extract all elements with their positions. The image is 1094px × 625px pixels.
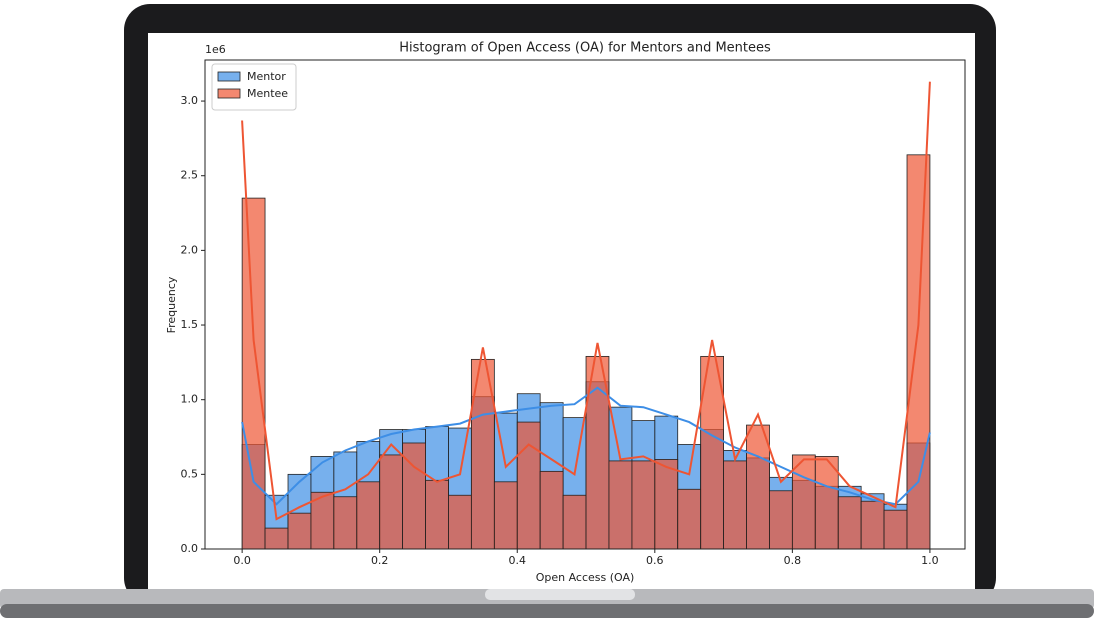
bar [677, 488, 702, 550]
y-tick-label: 2.5 [181, 169, 199, 182]
x-tick-label: 0.0 [233, 554, 251, 567]
bar [723, 460, 747, 550]
y-tick-label: 2.0 [181, 243, 199, 256]
bar [654, 459, 679, 550]
bar [539, 470, 564, 550]
x-tick-label: 0.2 [371, 554, 389, 567]
legend-label: Mentee [247, 87, 288, 100]
y-tick-label: 3.0 [181, 94, 199, 107]
x-tick-label: 1.0 [921, 554, 939, 567]
bar [608, 460, 633, 550]
laptop-notch [485, 589, 635, 600]
bar [356, 481, 381, 550]
bar [562, 494, 587, 550]
bar [769, 490, 793, 550]
bar [631, 460, 656, 550]
x-tick-label: 0.6 [646, 554, 664, 567]
legend-swatch [217, 88, 241, 99]
axes-frame [204, 59, 966, 550]
x-tick-label: 0.8 [784, 554, 802, 567]
y-tick-label: 1.0 [181, 393, 199, 406]
bar [287, 512, 312, 550]
legend-label: Mentor [247, 70, 286, 83]
bar [746, 424, 770, 550]
kde-line [241, 81, 931, 521]
bar [333, 496, 358, 550]
laptop-base-edge [0, 604, 1094, 618]
y-tick-label: 0.0 [181, 542, 199, 555]
bar [516, 421, 541, 550]
kde-line [241, 386, 931, 506]
bar [448, 494, 472, 550]
bar [264, 527, 289, 550]
x-tick-label: 0.4 [509, 554, 527, 567]
bar [425, 479, 449, 550]
bar [883, 509, 908, 550]
y-offset-label: 1e6 [205, 43, 226, 56]
y-tick-label: 0.5 [181, 467, 199, 480]
bar [837, 496, 862, 550]
bar [493, 481, 518, 550]
bar [379, 454, 404, 550]
y-tick-label: 1.5 [181, 318, 199, 331]
bar [241, 197, 266, 550]
plot: Histogram of Open Access (OA) for Mentor… [165, 41, 966, 584]
x-axis-label: Open Access (OA) [536, 571, 635, 584]
chart-title: Histogram of Open Access (OA) for Mentor… [399, 41, 771, 56]
legend-swatch [217, 71, 241, 82]
y-axis-label: Frequency [165, 276, 178, 333]
bar [860, 500, 885, 550]
bar [791, 454, 816, 550]
